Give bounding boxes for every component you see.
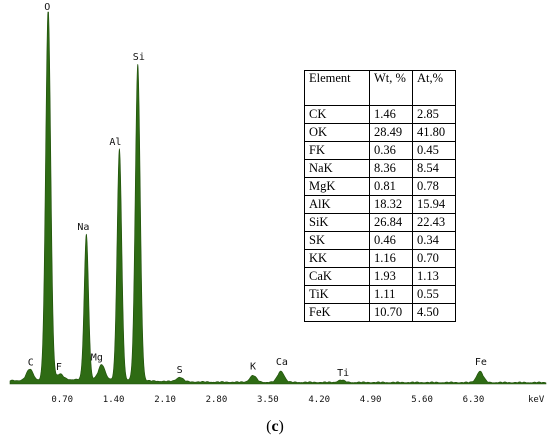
figure-caption: (c): [0, 418, 550, 436]
cell-element: CK: [304, 105, 370, 124]
caption-close-paren: ): [278, 418, 284, 435]
cell-wt: 0.81: [369, 177, 413, 196]
table-row: SiK 26.84 22.43: [304, 213, 456, 232]
peak-label: K: [250, 361, 256, 372]
cell-at: 0.34: [412, 231, 456, 250]
table-row: KK 1.16 0.70: [304, 249, 456, 268]
cell-wt: 8.36: [369, 159, 413, 178]
cell-at: 41.80: [412, 123, 456, 142]
cell-element: SiK: [304, 213, 370, 232]
cell-wt: 10.70: [369, 303, 413, 322]
caption-open-paren: (: [266, 418, 272, 435]
cell-wt: 0.36: [369, 141, 413, 160]
cell-element: TiK: [304, 285, 370, 304]
cell-at: 0.45: [412, 141, 456, 160]
cell-at: 0.78: [412, 177, 456, 196]
cell-element: SK: [304, 231, 370, 250]
table-header-row: Element Wt, % At,%: [304, 70, 456, 106]
header-at: At,%: [412, 70, 456, 106]
peak-label: S: [177, 365, 183, 376]
table-row: MgK 0.81 0.78: [304, 177, 456, 196]
header-element: Element: [304, 70, 370, 106]
spectrum-area: [9, 11, 547, 385]
cell-element: KK: [304, 249, 370, 268]
x-tick-label: 0.70: [51, 395, 73, 405]
x-tick-label: 2.80: [206, 395, 228, 405]
table-row: SK 0.46 0.34: [304, 231, 456, 250]
peak-label: Na: [77, 222, 89, 233]
cell-at: 2.85: [412, 105, 456, 124]
cell-element: FeK: [304, 303, 370, 322]
cell-element: AlK: [304, 195, 370, 214]
cell-at: 0.70: [412, 249, 456, 268]
table-row: AlK 18.32 15.94: [304, 195, 456, 214]
cell-element: OK: [304, 123, 370, 142]
cell-element: CaK: [304, 267, 370, 286]
x-tick-label: 4.90: [360, 395, 382, 405]
cell-at: 4.50: [412, 303, 456, 322]
x-tick-label: 4.20: [308, 395, 330, 405]
cell-wt: 1.16: [369, 249, 413, 268]
cell-element: FK: [304, 141, 370, 160]
peak-label: Fe: [475, 357, 487, 368]
table-row: FeK 10.70 4.50: [304, 303, 456, 322]
table-row: OK 28.49 41.80: [304, 123, 456, 142]
peak-label: Al: [109, 137, 121, 148]
header-wt: Wt, %: [369, 70, 413, 106]
cell-wt: 1.93: [369, 267, 413, 286]
x-tick-label: 3.50: [257, 395, 279, 405]
x-axis-unit: keV: [528, 395, 545, 405]
composition-table: Element Wt, % At,% CK 1.46 2.85 OK 28.49 41.8…: [304, 70, 456, 322]
cell-wt: 0.46: [369, 231, 413, 250]
table-row: NaK 8.36 8.54: [304, 159, 456, 178]
cell-at: 8.54: [412, 159, 456, 178]
cell-wt: 1.11: [369, 285, 413, 304]
cell-at: 22.43: [412, 213, 456, 232]
table-row: TiK 1.11 0.55: [304, 285, 456, 304]
table-row: FK 0.36 0.45: [304, 141, 456, 160]
cell-wt: 1.46: [369, 105, 413, 124]
x-tick-label: 6.30: [463, 395, 485, 405]
cell-wt: 26.84: [369, 213, 413, 232]
cell-at: 1.13: [412, 267, 456, 286]
cell-wt: 18.32: [369, 195, 413, 214]
table-row: CaK 1.93 1.13: [304, 267, 456, 286]
peak-label: C: [28, 357, 34, 368]
cell-element: MgK: [304, 177, 370, 196]
peak-label: Mg: [91, 353, 103, 364]
table-row: CK 1.46 2.85: [304, 105, 456, 124]
cell-wt: 28.49: [369, 123, 413, 142]
x-tick-label: 5.60: [411, 395, 433, 405]
peak-label: Ti: [337, 368, 349, 379]
peak-label: F: [56, 362, 62, 373]
x-tick-label: 2.10: [154, 395, 176, 405]
cell-element: NaK: [304, 159, 370, 178]
caption-letter: c: [271, 418, 279, 435]
cell-at: 0.55: [412, 285, 456, 304]
cell-at: 15.94: [412, 195, 456, 214]
peak-label: O: [44, 2, 50, 13]
peak-label: Ca: [276, 357, 288, 368]
x-tick-label: 1.40: [103, 395, 125, 405]
peak-label: Si: [133, 52, 145, 63]
